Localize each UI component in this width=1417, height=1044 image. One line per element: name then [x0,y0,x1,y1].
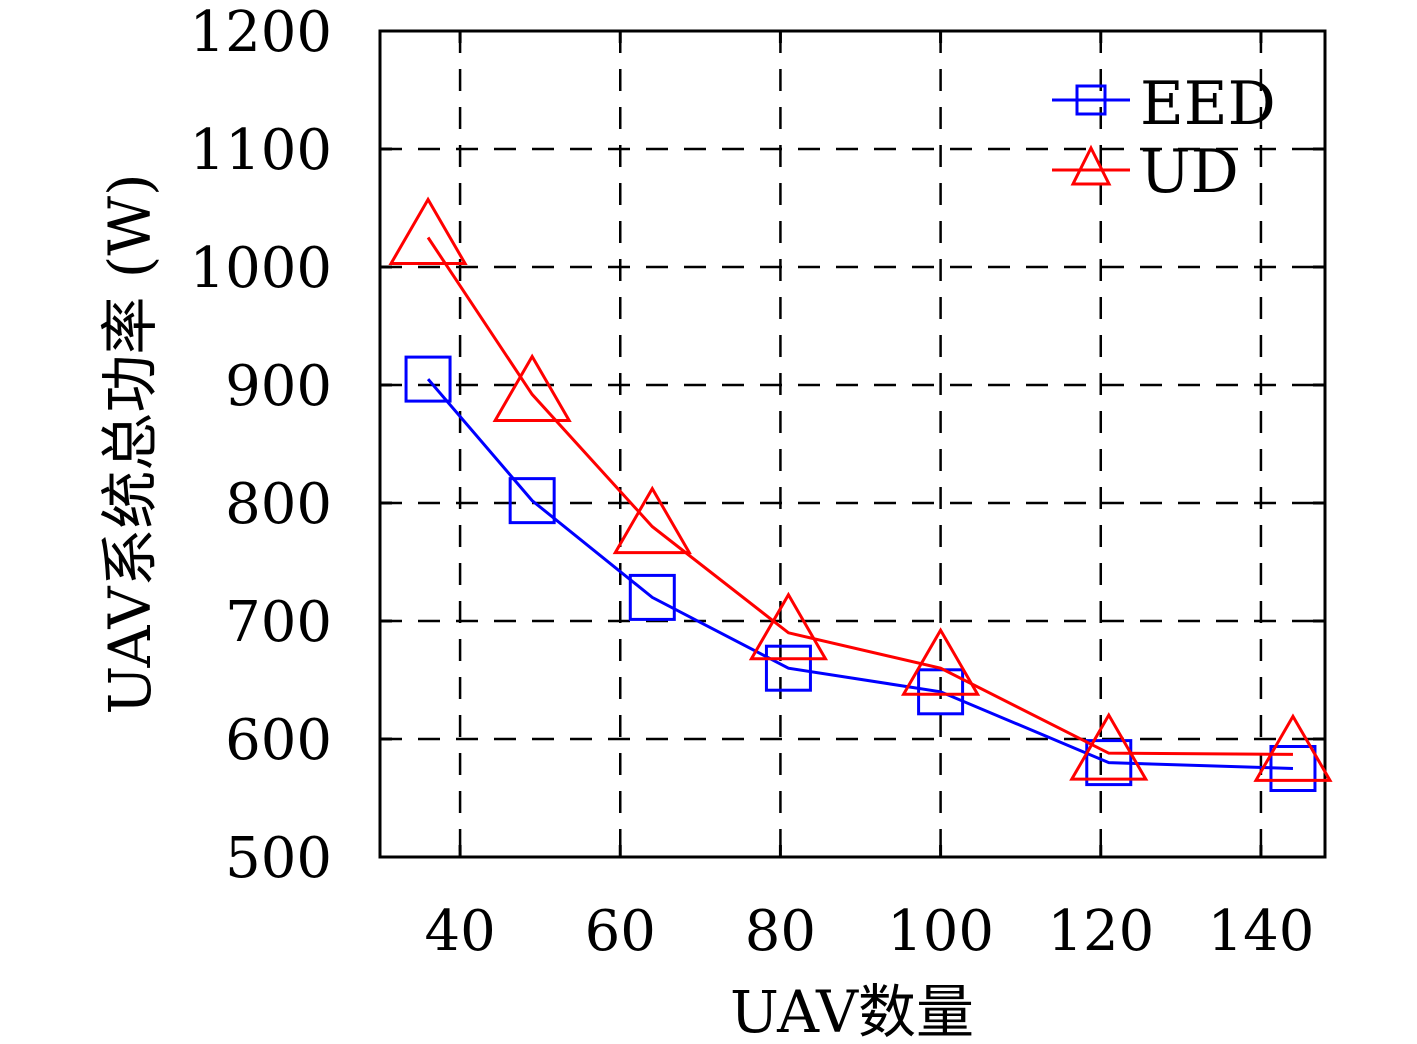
point-eed-2 [628,573,676,621]
point-ud-0 [388,196,468,265]
point-eed-1 [508,477,556,525]
y-tick-label-600: 600 [225,708,332,773]
series-line-ud [426,236,1293,756]
y-axis-title: UAV系统总功率 (W) [96,173,164,714]
legend-label-ud: UD [1140,137,1239,207]
point-eed-5 [1085,739,1133,787]
x-tick-label-100: 100 [887,899,994,964]
x-tick-label-140: 140 [1207,899,1314,964]
grid [380,31,1325,857]
x-tick-label-60: 60 [585,899,656,964]
legend: EED UD [1052,69,1276,207]
point-ud-3 [748,591,829,661]
point-ud-4 [900,627,981,696]
point-eed-0 [404,355,452,403]
y-tick-label-900: 900 [225,354,332,419]
axis-ticks: 500 600 700 800 900 1000 1100 1200 40 60 80 100 120 1… [189,0,1325,964]
point-ud-1 [492,353,572,422]
y-tick-label-500: 500 [225,826,332,891]
x-tick-label-40: 40 [424,899,495,964]
point-ud-5 [1069,712,1149,781]
point-ud-2 [612,485,692,555]
point-eed-3 [764,644,812,692]
series-line-eed [426,378,1294,770]
x-tick-label-80: 80 [745,899,816,964]
series-group [388,196,1333,792]
legend-marker-eed [1075,84,1107,116]
point-ud-6 [1253,713,1333,782]
y-tick-label-700: 700 [225,590,332,655]
x-tick-label-120: 120 [1047,899,1154,964]
x-axis-title: UAV数量 [730,978,974,1044]
y-tick-label-1000: 1000 [189,236,332,301]
y-tick-label-1100: 1100 [189,118,332,183]
y-tick-label-1200: 1200 [189,0,332,65]
legend-marker-ud [1070,144,1112,186]
y-tick-label-800: 800 [225,472,332,537]
point-eed-6 [1269,745,1317,792]
plot-area-frame [378,29,1327,859]
legend-label-eed: EED [1140,69,1276,139]
